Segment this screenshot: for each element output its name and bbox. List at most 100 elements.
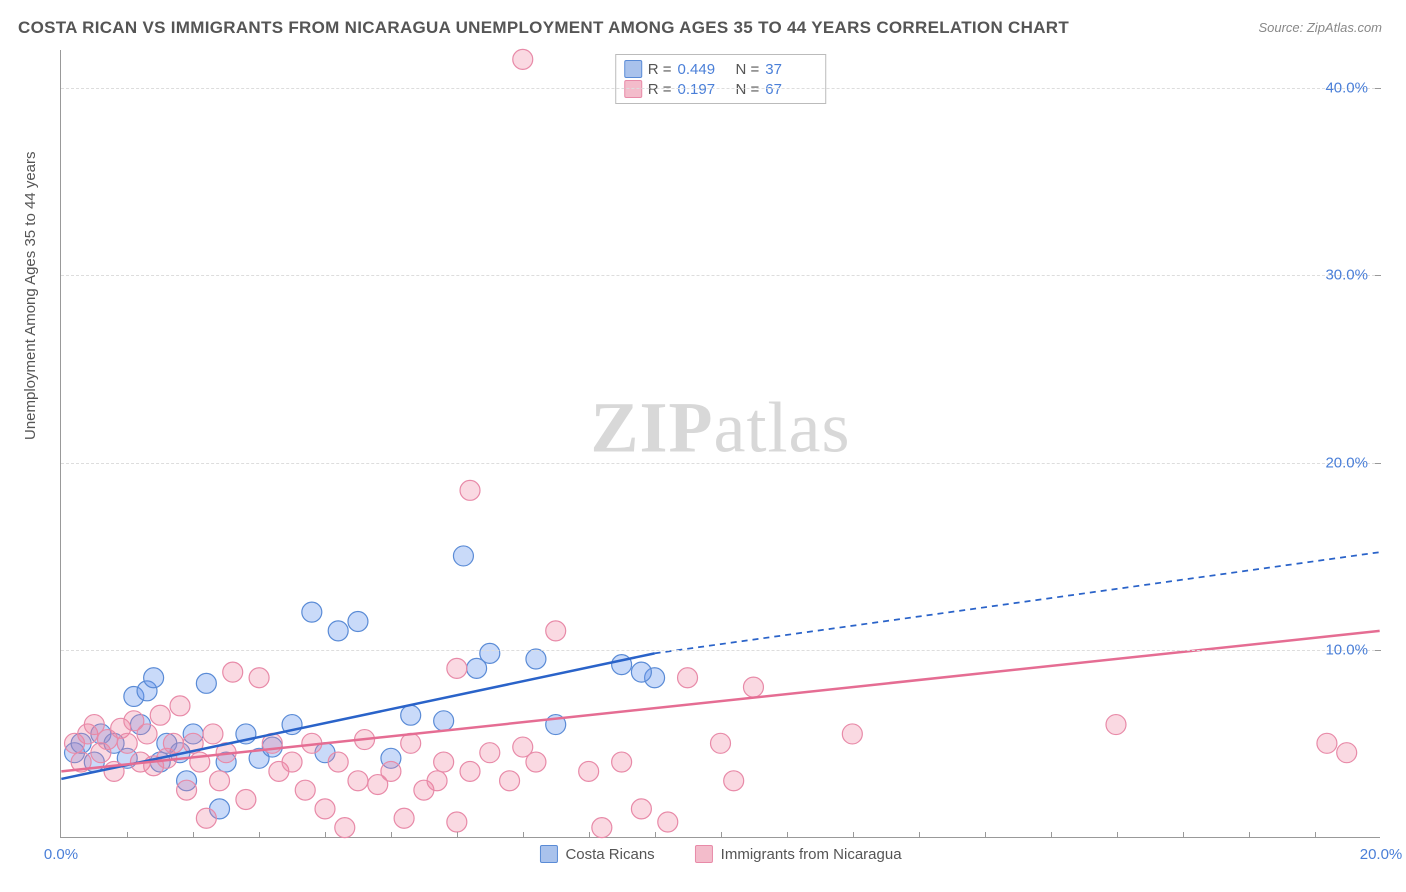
scatter-point xyxy=(328,621,348,641)
scatter-point xyxy=(526,752,546,772)
trend-line-dashed xyxy=(655,552,1380,653)
scatter-point xyxy=(724,771,744,791)
stats-row-0: R = 0.449 N = 37 xyxy=(624,59,818,79)
legend-swatch-0 xyxy=(539,845,557,863)
stat-r-val-0: 0.449 xyxy=(678,61,730,78)
stat-n-label-1: N = xyxy=(736,81,760,98)
scatter-point xyxy=(743,677,763,697)
gridline xyxy=(61,275,1380,276)
scatter-point xyxy=(480,743,500,763)
scatter-point xyxy=(223,662,243,682)
source-label: Source: ZipAtlas.com xyxy=(1258,20,1382,35)
x-tick-mark xyxy=(457,832,458,838)
x-tick-mark xyxy=(919,832,920,838)
x-tick-mark xyxy=(589,832,590,838)
swatch-0 xyxy=(624,60,642,78)
scatter-point xyxy=(282,752,302,772)
scatter-point xyxy=(302,602,322,622)
scatter-point xyxy=(137,724,157,744)
scatter-point xyxy=(401,733,421,753)
x-tick-mark xyxy=(853,832,854,838)
y-tick-label: 30.0% xyxy=(1325,267,1368,284)
scatter-point xyxy=(1106,715,1126,735)
x-tick-mark xyxy=(127,832,128,838)
scatter-point xyxy=(631,799,651,819)
scatter-point xyxy=(328,752,348,772)
y-tick-mark xyxy=(1375,275,1381,276)
y-tick-mark xyxy=(1375,650,1381,651)
x-tick-mark xyxy=(1249,832,1250,838)
x-tick-label: 20.0% xyxy=(1360,846,1403,863)
legend-label-0: Costa Ricans xyxy=(565,846,654,863)
scatter-point xyxy=(394,808,414,828)
x-tick-mark xyxy=(787,832,788,838)
scatter-point xyxy=(170,696,190,716)
x-tick-mark xyxy=(193,832,194,838)
legend-item-0: Costa Ricans xyxy=(539,845,654,863)
scatter-point xyxy=(1337,743,1357,763)
scatter-point xyxy=(177,780,197,800)
gridline xyxy=(61,463,1380,464)
stat-n-val-1: 67 xyxy=(765,81,817,98)
scatter-point xyxy=(1317,733,1337,753)
x-tick-mark xyxy=(391,832,392,838)
stat-r-label-1: R = xyxy=(648,81,672,98)
scatter-point xyxy=(427,771,447,791)
scatter-point xyxy=(401,705,421,725)
scatter-point xyxy=(453,546,473,566)
y-tick-mark xyxy=(1375,463,1381,464)
bottom-legend: Costa Ricans Immigrants from Nicaragua xyxy=(539,845,901,863)
scatter-point xyxy=(315,799,335,819)
x-tick-mark xyxy=(325,832,326,838)
y-tick-label: 40.0% xyxy=(1325,79,1368,96)
x-tick-mark xyxy=(1051,832,1052,838)
scatter-point xyxy=(163,733,183,753)
scatter-point xyxy=(434,711,454,731)
scatter-point xyxy=(631,662,651,682)
scatter-point xyxy=(203,724,223,744)
stat-n-label-0: N = xyxy=(736,61,760,78)
scatter-point xyxy=(381,761,401,781)
x-tick-mark xyxy=(523,832,524,838)
gridline xyxy=(61,88,1380,89)
scatter-point xyxy=(460,480,480,500)
scatter-point xyxy=(348,612,368,632)
x-tick-mark xyxy=(1315,832,1316,838)
scatter-point xyxy=(434,752,454,772)
scatter-point xyxy=(658,812,678,832)
x-tick-mark xyxy=(1183,832,1184,838)
x-tick-mark xyxy=(1117,832,1118,838)
scatter-point xyxy=(546,621,566,641)
x-tick-mark xyxy=(655,832,656,838)
scatter-point xyxy=(210,771,230,791)
plot-area: ZIPatlas R = 0.449 N = 37 R = 0.197 N = … xyxy=(60,50,1380,838)
legend-item-1: Immigrants from Nicaragua xyxy=(695,845,902,863)
scatter-point xyxy=(447,658,467,678)
scatter-point xyxy=(348,771,368,791)
y-tick-label: 10.0% xyxy=(1325,642,1368,659)
scatter-point xyxy=(249,668,269,688)
scatter-point xyxy=(196,673,216,693)
stats-row-1: R = 0.197 N = 67 xyxy=(624,79,818,99)
y-axis-label: Unemployment Among Ages 35 to 44 years xyxy=(22,151,39,440)
scatter-point xyxy=(150,705,170,725)
scatter-point xyxy=(196,808,216,828)
x-tick-label: 0.0% xyxy=(44,846,78,863)
legend-label-1: Immigrants from Nicaragua xyxy=(721,846,902,863)
scatter-point xyxy=(711,733,731,753)
scatter-point xyxy=(678,668,698,688)
scatter-point xyxy=(447,812,467,832)
scatter-point xyxy=(335,818,355,838)
scatter-point xyxy=(526,649,546,669)
scatter-point xyxy=(236,790,256,810)
legend-swatch-1 xyxy=(695,845,713,863)
stat-r-val-1: 0.197 xyxy=(678,81,730,98)
y-tick-label: 20.0% xyxy=(1325,454,1368,471)
scatter-point xyxy=(480,643,500,663)
scatter-point xyxy=(295,780,315,800)
chart-svg xyxy=(61,50,1380,837)
scatter-point xyxy=(579,761,599,781)
scatter-point xyxy=(842,724,862,744)
stats-box: R = 0.449 N = 37 R = 0.197 N = 67 xyxy=(615,54,827,104)
y-tick-mark xyxy=(1375,88,1381,89)
